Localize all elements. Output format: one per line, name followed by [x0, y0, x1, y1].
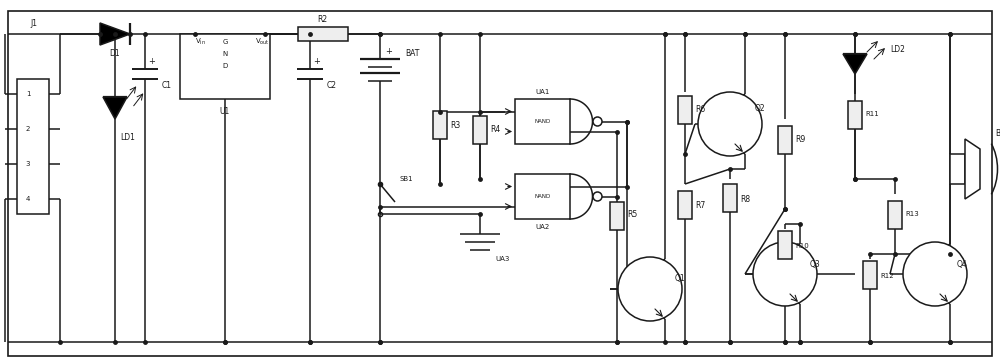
Text: SB1: SB1 [400, 176, 414, 182]
Bar [473, 116, 487, 144]
Text: BAT: BAT [405, 50, 419, 59]
Text: R4: R4 [490, 126, 500, 135]
Bar [950, 154, 965, 184]
Text: R3: R3 [450, 120, 460, 130]
Text: C2: C2 [327, 82, 337, 91]
Bar [863, 261, 877, 289]
Polygon shape [100, 23, 130, 45]
Text: $\mathregular{V_{out}}$: $\mathregular{V_{out}}$ [255, 37, 270, 47]
Circle shape [753, 242, 817, 306]
Text: R10: R10 [795, 243, 809, 249]
Text: Q2: Q2 [755, 104, 766, 114]
Bar [610, 202, 624, 229]
Bar [515, 174, 570, 219]
Text: G: G [222, 39, 228, 45]
Text: UA3: UA3 [495, 256, 509, 262]
Circle shape [698, 92, 762, 156]
Text: R8: R8 [740, 194, 750, 203]
Text: +: + [313, 58, 320, 67]
Text: BELL: BELL [995, 130, 1000, 138]
Circle shape [593, 192, 602, 201]
Text: Q1: Q1 [675, 274, 686, 284]
Polygon shape [103, 97, 127, 119]
Text: Q4: Q4 [957, 260, 968, 269]
Text: 4: 4 [26, 196, 30, 202]
Text: 2: 2 [26, 126, 30, 132]
Text: LD1: LD1 [120, 132, 135, 142]
Text: NAND: NAND [534, 194, 551, 199]
Bar [888, 201, 902, 229]
Bar [298, 27, 348, 41]
Polygon shape [843, 54, 867, 74]
Circle shape [903, 242, 967, 306]
Text: R12: R12 [880, 273, 894, 279]
Text: R5: R5 [627, 210, 637, 219]
Text: R2: R2 [317, 15, 328, 24]
Text: LD2: LD2 [890, 44, 905, 54]
Text: R13: R13 [905, 211, 919, 217]
Text: NAND: NAND [534, 119, 551, 124]
Text: U1: U1 [220, 107, 230, 115]
Bar [723, 184, 737, 212]
Text: $\mathregular{V_{in}}$: $\mathregular{V_{in}}$ [195, 37, 206, 47]
Text: J1: J1 [30, 20, 37, 28]
Bar [17, 79, 49, 214]
Circle shape [593, 117, 602, 126]
Text: 3: 3 [26, 161, 30, 167]
Text: UA2: UA2 [535, 224, 550, 230]
Text: +: + [385, 47, 392, 56]
Bar [778, 231, 792, 259]
Text: D: D [222, 63, 228, 69]
Text: R6: R6 [695, 104, 705, 114]
Bar [180, 34, 270, 99]
Text: D1: D1 [110, 50, 120, 59]
Polygon shape [965, 139, 980, 199]
Text: R7: R7 [695, 202, 705, 210]
Bar [678, 96, 692, 124]
Circle shape [618, 257, 682, 321]
Text: N: N [222, 51, 228, 57]
Text: R11: R11 [865, 111, 879, 117]
Bar [778, 126, 792, 154]
Text: R9: R9 [795, 135, 805, 143]
Bar [433, 111, 447, 139]
Text: 1: 1 [26, 91, 30, 97]
Text: Q3: Q3 [810, 260, 821, 269]
Text: UA1: UA1 [535, 89, 550, 95]
Text: C1: C1 [162, 82, 172, 91]
Text: +: + [148, 58, 155, 67]
Bar [848, 101, 862, 129]
Bar [678, 191, 692, 219]
Bar [515, 99, 570, 144]
